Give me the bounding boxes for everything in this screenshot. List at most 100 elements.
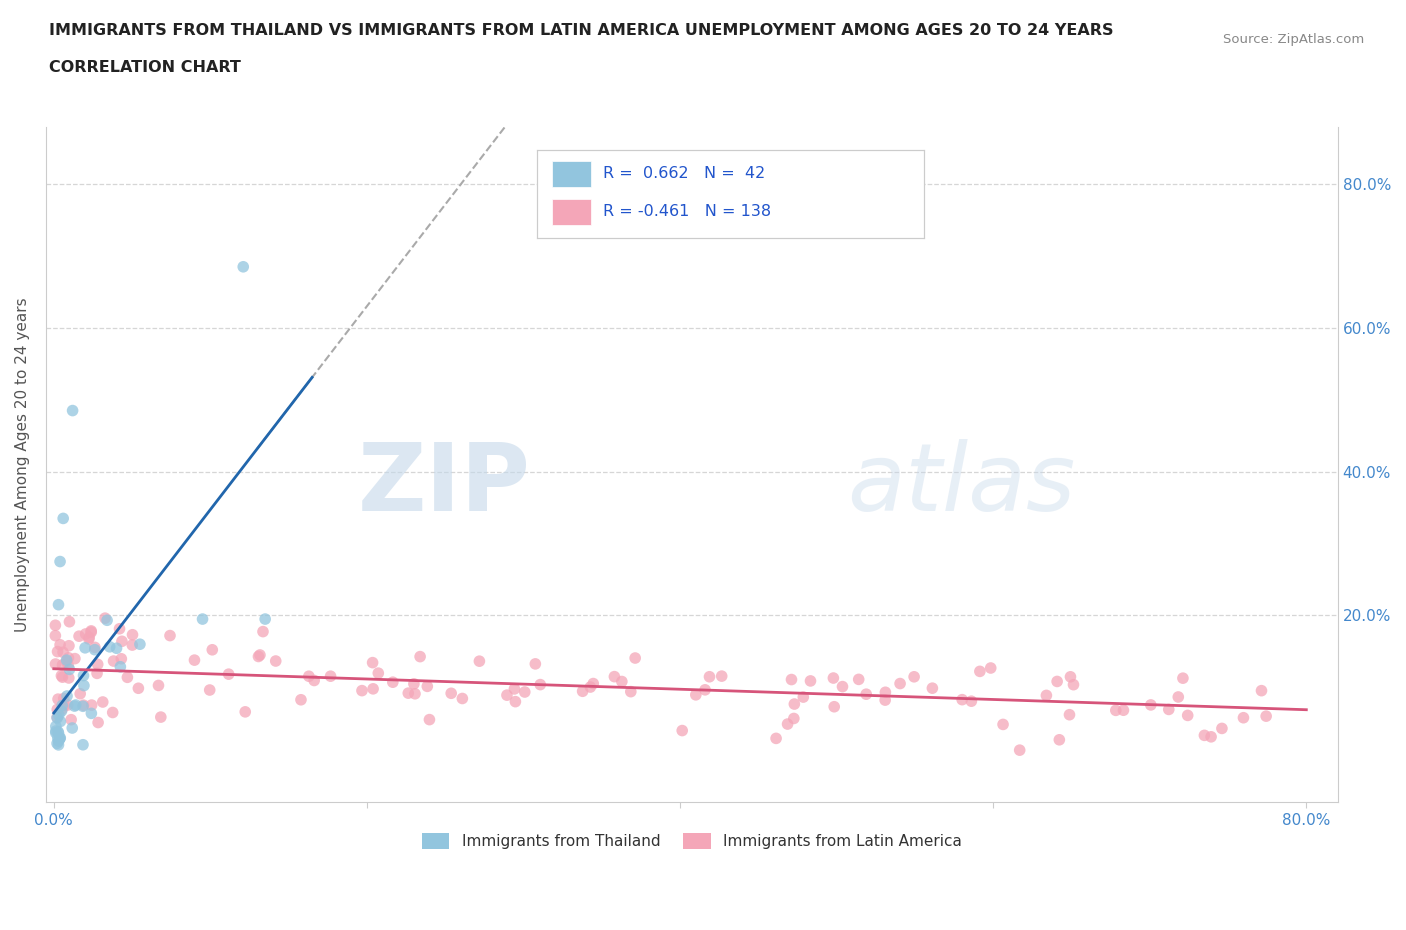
Point <box>55 653 77 668</box>
Point <box>86 657 108 671</box>
Point <box>579 680 602 695</box>
Point <box>409 649 432 664</box>
Point <box>765 731 787 746</box>
Point <box>83 640 105 655</box>
Point <box>468 654 491 669</box>
Point <box>799 673 821 688</box>
Point <box>1177 708 1199 723</box>
Point <box>58 615 80 630</box>
Point <box>980 660 1002 675</box>
Point <box>105 641 128 656</box>
Point <box>44 628 66 643</box>
Point <box>792 690 814 705</box>
Point <box>51 658 73 672</box>
Point <box>98 639 121 654</box>
Point <box>58 638 80 653</box>
Point <box>232 259 254 274</box>
Point <box>73 678 96 693</box>
Text: Source: ZipAtlas.com: Source: ZipAtlas.com <box>1223 33 1364 46</box>
Point <box>1008 743 1031 758</box>
Point <box>56 698 79 712</box>
Point <box>58 650 80 665</box>
Point <box>505 694 527 709</box>
Point <box>685 687 707 702</box>
Point <box>48 597 70 612</box>
Point <box>1167 689 1189 704</box>
Point <box>80 698 103 712</box>
Point <box>51 698 73 712</box>
Point <box>148 678 170 693</box>
Point <box>117 670 139 684</box>
Point <box>46 710 69 724</box>
Point <box>823 699 845 714</box>
Point <box>159 628 181 643</box>
Point <box>831 679 853 694</box>
Point <box>51 704 73 719</box>
Point <box>451 691 474 706</box>
Point <box>361 656 384 671</box>
Point <box>63 651 86 666</box>
Point <box>991 717 1014 732</box>
Point <box>45 724 67 738</box>
Point <box>110 651 132 666</box>
Point <box>108 621 131 636</box>
Point <box>921 681 943 696</box>
Point <box>80 625 103 640</box>
Point <box>603 670 626 684</box>
Point <box>361 682 384 697</box>
Point <box>1256 709 1278 724</box>
Point <box>402 676 425 691</box>
Point <box>610 674 633 689</box>
Point <box>290 692 312 707</box>
Point <box>903 670 925 684</box>
Point <box>77 630 100 644</box>
Point <box>87 715 110 730</box>
Point <box>56 688 79 703</box>
Point <box>693 683 716 698</box>
Point <box>1157 702 1180 717</box>
Point <box>60 721 83 736</box>
Point <box>1199 729 1222 744</box>
Point <box>404 686 426 701</box>
Point <box>620 684 643 699</box>
Point <box>51 701 73 716</box>
Point <box>1139 698 1161 712</box>
Point <box>823 671 845 685</box>
Point <box>529 677 551 692</box>
Y-axis label: Unemployment Among Ages 20 to 24 years: Unemployment Among Ages 20 to 24 years <box>15 298 30 631</box>
Point <box>582 676 605 691</box>
Point <box>1112 703 1135 718</box>
Point <box>1035 688 1057 703</box>
Point <box>46 644 69 659</box>
Point <box>440 685 463 700</box>
Point <box>418 712 440 727</box>
Point <box>710 669 733 684</box>
Point <box>72 737 94 752</box>
Point <box>111 634 134 649</box>
Point <box>75 641 97 656</box>
Point <box>121 638 143 653</box>
Point <box>51 670 73 684</box>
Point <box>319 669 342 684</box>
Point <box>46 724 69 739</box>
Point <box>63 698 86 713</box>
Point <box>302 673 325 688</box>
Point <box>65 698 87 712</box>
Point <box>416 679 439 694</box>
Point <box>624 651 647 666</box>
Point <box>103 654 125 669</box>
Point <box>848 672 870 687</box>
Point <box>48 708 70 723</box>
Point <box>127 681 149 696</box>
Point <box>44 657 66 671</box>
Point <box>875 693 897 708</box>
Point <box>83 643 105 658</box>
Point <box>58 658 80 673</box>
Point <box>1211 721 1233 736</box>
Point <box>46 702 69 717</box>
Point <box>513 684 536 699</box>
Point <box>101 705 124 720</box>
Point <box>60 712 83 727</box>
Point <box>46 730 69 745</box>
Point <box>121 628 143 643</box>
